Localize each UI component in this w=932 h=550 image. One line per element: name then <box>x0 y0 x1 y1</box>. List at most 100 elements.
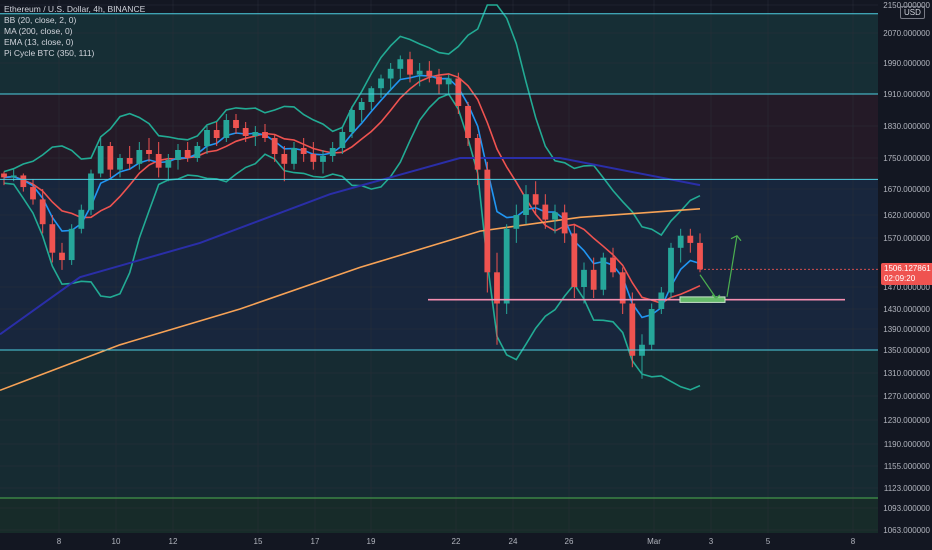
zone-lower <box>0 350 878 498</box>
y-tick-label: 1830.000000 <box>883 122 930 131</box>
y-tick-label: 2070.000000 <box>883 29 930 38</box>
target-box[interactable] <box>679 296 726 303</box>
candle-body <box>542 204 549 220</box>
candle-body <box>697 242 703 270</box>
candle-body <box>88 173 94 210</box>
y-tick-label: 1910.000000 <box>883 90 930 99</box>
x-tick-label: Mar <box>647 537 661 546</box>
candle-body <box>10 175 17 178</box>
candle-body <box>397 59 404 69</box>
y-tick-label: 1063.000000 <box>883 526 930 535</box>
candle-body <box>223 120 230 138</box>
level-lines <box>0 13 878 499</box>
y-tick-label: 1310.000000 <box>883 369 930 378</box>
y-tick-label: 1990.000000 <box>883 59 930 68</box>
y-tick-label: 1093.000000 <box>883 504 930 513</box>
y-tick-label: 1620.000000 <box>883 211 930 220</box>
candle-body <box>320 156 326 162</box>
x-tick-label: 8 <box>851 537 856 546</box>
x-tick-label: 22 <box>452 537 461 546</box>
candle-body <box>368 88 375 102</box>
y-tick-label: 1155.000000 <box>884 462 931 471</box>
candle-body <box>78 209 85 229</box>
candle-body <box>658 292 665 309</box>
y-tick-label: 1350.000000 <box>883 346 930 355</box>
candle-body <box>310 154 317 162</box>
candle-body <box>436 76 442 85</box>
candle-body <box>465 106 471 138</box>
candle-body <box>378 78 384 89</box>
x-axis: 8 10 12 15 17 19 22 24 26 Mar 3 5 8 <box>0 533 878 550</box>
candle-body <box>281 154 288 164</box>
candle-body <box>600 257 607 290</box>
candle-body <box>668 247 674 293</box>
candle-body <box>416 70 423 75</box>
legend-ema[interactable]: EMA (13, close, 0) <box>4 37 74 47</box>
candle-body <box>523 194 529 215</box>
candle-body <box>610 257 616 273</box>
y-tick-label: 1390.000000 <box>883 325 930 334</box>
candle-body <box>97 146 104 174</box>
last-price-badge: 1506.127861 02:09:20 <box>881 263 932 285</box>
x-tick-label: 5 <box>766 537 771 546</box>
x-tick-label: 15 <box>254 537 263 546</box>
candle-body <box>194 146 201 158</box>
y-tick-label: 1570.000000 <box>883 234 930 243</box>
candle-body <box>571 233 578 287</box>
candle-body <box>619 272 626 304</box>
y-tick-label: 1270.000000 <box>883 392 930 401</box>
y-tick-label: 1750.000000 <box>883 154 930 163</box>
candle-body <box>242 128 249 136</box>
zone-mid <box>0 94 878 180</box>
y-tick-label: 1123.000000 <box>884 484 931 493</box>
zone-fills <box>0 13 878 533</box>
candles <box>1 51 703 379</box>
arrow-up-line <box>726 235 738 297</box>
last-price-label: 1506.127861 <box>884 264 931 273</box>
candle-body <box>677 235 684 248</box>
candle-body <box>291 148 297 164</box>
candle-body <box>503 228 510 304</box>
x-tick-label: 17 <box>311 537 320 546</box>
annotations <box>679 234 742 303</box>
x-tick-label: 12 <box>169 537 178 546</box>
candle-body <box>629 303 636 356</box>
candle-body <box>581 269 587 287</box>
candle-body <box>271 138 278 154</box>
candle-body <box>165 159 172 168</box>
x-tick-label: 3 <box>709 537 714 546</box>
currency-badge[interactable]: USD <box>900 6 925 19</box>
candle-body <box>494 272 500 304</box>
candle-body <box>1 173 7 178</box>
legend-title: Ethereum / U.S. Dollar, 4h, BINANCE <box>4 4 146 14</box>
bb-basis-line <box>3 73 701 305</box>
y-tick-label: 1430.000000 <box>883 305 930 314</box>
candle-body <box>648 309 655 345</box>
candle-body <box>213 130 220 138</box>
countdown-label: 02:09:20 <box>884 274 916 283</box>
legend-picycle[interactable]: Pi Cycle BTC (350, 111) <box>4 48 95 58</box>
candle-body <box>590 269 597 290</box>
y-tick-label: 1470.000000 <box>883 283 930 292</box>
candle-body <box>349 110 355 132</box>
candle-body <box>117 158 123 170</box>
candle-body <box>30 187 36 200</box>
candle-body <box>49 224 56 253</box>
legend-bb[interactable]: BB (20, close, 2, 0) <box>4 15 77 25</box>
candle-body <box>532 194 539 205</box>
legend-ma[interactable]: MA (200, close, 0) <box>4 26 73 36</box>
candle-body <box>455 78 462 106</box>
candle-body <box>474 138 481 170</box>
y-tick-label: 1230.000000 <box>883 416 930 425</box>
candle-body <box>20 175 27 188</box>
candle-body <box>262 132 268 138</box>
candle-body <box>68 228 75 261</box>
candle-body <box>252 132 259 136</box>
pi-cycle-line <box>0 157 701 336</box>
ma200-line <box>0 208 701 392</box>
arrow-down-line <box>699 274 717 299</box>
x-tick-label: 26 <box>565 537 574 546</box>
arrow-down-head <box>711 294 721 299</box>
y-tick-label: 1670.000000 <box>883 185 930 194</box>
